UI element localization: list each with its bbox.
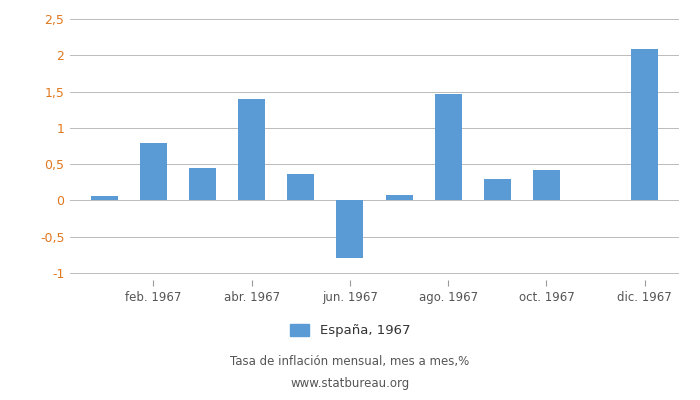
Bar <box>435 94 462 200</box>
Bar <box>484 178 511 200</box>
Bar <box>631 49 658 200</box>
Bar <box>287 174 314 200</box>
Bar <box>238 99 265 200</box>
Text: www.statbureau.org: www.statbureau.org <box>290 378 410 390</box>
Text: Tasa de inflación mensual, mes a mes,%: Tasa de inflación mensual, mes a mes,% <box>230 356 470 368</box>
Bar <box>91 196 118 200</box>
Bar <box>189 168 216 200</box>
Bar <box>533 170 560 200</box>
Bar <box>337 200 363 258</box>
Bar <box>140 143 167 200</box>
Legend: España, 1967: España, 1967 <box>284 318 416 342</box>
Bar <box>386 194 412 200</box>
